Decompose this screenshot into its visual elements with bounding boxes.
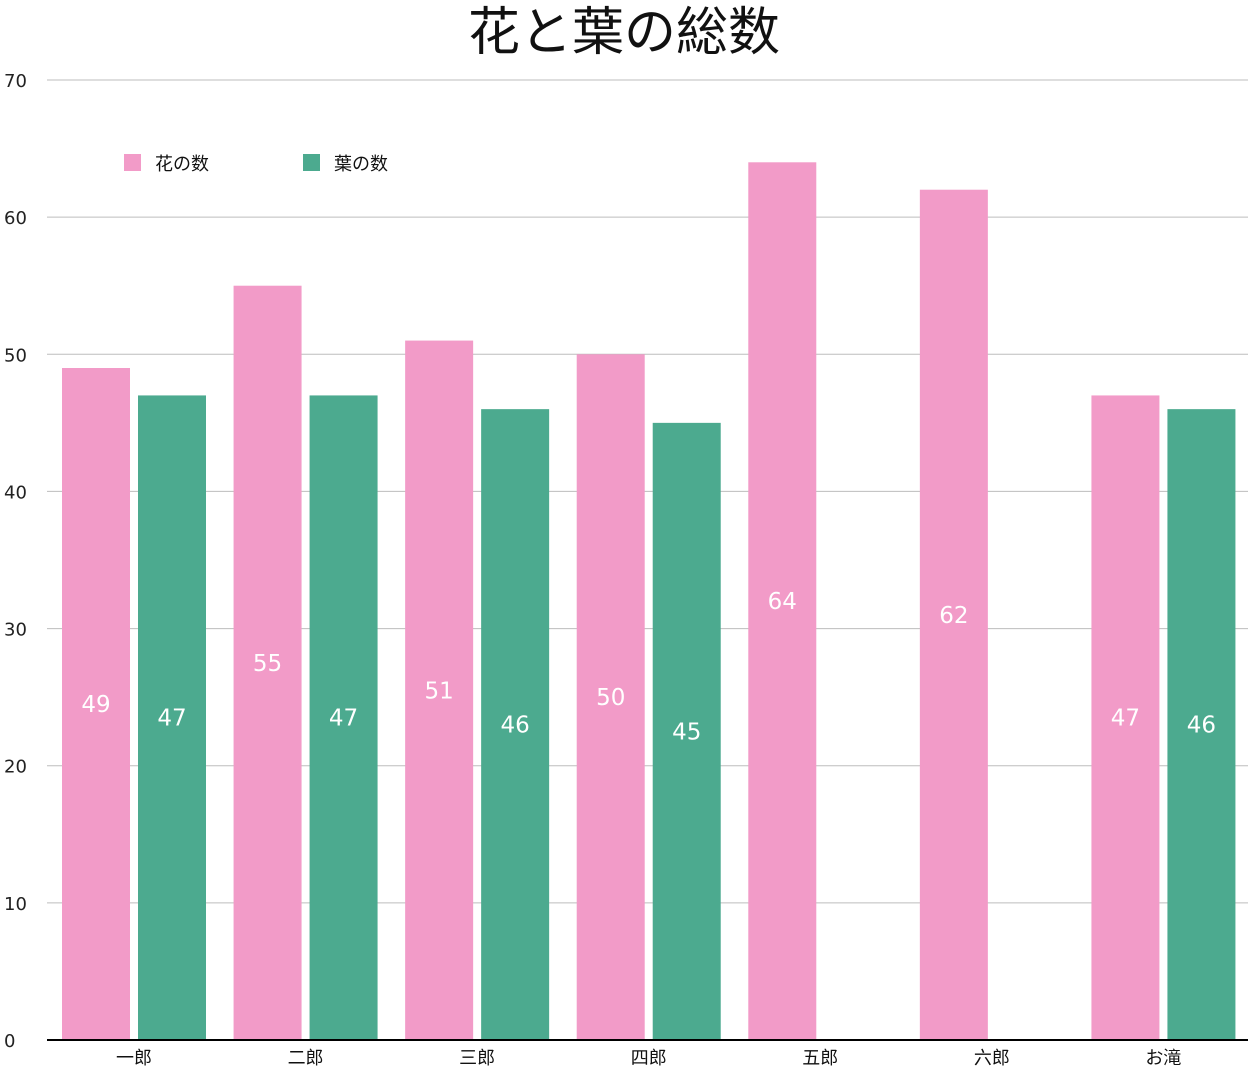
bar-leaves: [1167, 409, 1236, 1041]
bar-value-labels: 49 47 55 47 51 46 50 45 64 62 47 46: [81, 589, 1216, 745]
bar-flowers: [233, 285, 302, 1040]
y-tick-label: 0: [4, 1031, 15, 1052]
bar-value-label: 45: [672, 719, 701, 745]
bars: [62, 162, 1236, 1041]
y-tick-label: 50: [4, 345, 27, 366]
y-axis-ticks: 0 10 20 30 40 50 60 70: [4, 71, 27, 1052]
bar-leaves: [652, 422, 721, 1040]
bar-flowers: [1091, 395, 1160, 1040]
bar-leaves: [481, 409, 550, 1041]
category-label: 四郎: [631, 1048, 667, 1068]
x-axis-labels: 一郎 二郎 三郎 四郎 五郎 六郎 お滝: [116, 1048, 1181, 1068]
bar-flowers: [576, 354, 645, 1040]
category-label: 五郎: [802, 1048, 838, 1068]
legend-swatch: [303, 154, 320, 171]
gridlines: [47, 79, 1248, 904]
bar-value-label: 51: [425, 678, 454, 704]
bar-value-label: 47: [329, 706, 358, 732]
category-label: お滝: [1145, 1048, 1181, 1068]
category-label: 一郎: [116, 1048, 152, 1068]
bar-value-label: 46: [501, 713, 530, 739]
category-label: 二郎: [288, 1048, 324, 1068]
bar-value-label: 46: [1187, 713, 1216, 739]
legend: 花の数 葉の数: [124, 154, 388, 175]
bar-flowers: [919, 189, 988, 1040]
legend-label: 花の数: [155, 154, 209, 175]
y-tick-label: 10: [4, 894, 27, 915]
bar-value-label: 55: [253, 651, 282, 677]
bar-value-label: 64: [768, 589, 797, 615]
legend-swatch: [124, 154, 141, 171]
y-tick-label: 20: [4, 757, 27, 778]
bar-value-label: 47: [157, 706, 186, 732]
bar-value-label: 62: [939, 603, 968, 629]
bar-flowers: [62, 368, 130, 1040]
bar-leaves: [309, 395, 378, 1040]
bar-value-label: 47: [1111, 706, 1140, 732]
bar-leaves: [138, 395, 206, 1040]
bar-value-label: 49: [81, 692, 110, 718]
bar-value-label: 50: [596, 685, 625, 711]
y-tick-label: 70: [4, 71, 27, 92]
chart-title: 花と葉の総数: [467, 3, 780, 63]
category-label: 六郎: [974, 1048, 1010, 1068]
bar-flowers: [748, 162, 817, 1041]
legend-label: 葉の数: [334, 154, 388, 175]
bar-flowers: [405, 340, 474, 1041]
category-label: 三郎: [459, 1048, 495, 1068]
y-tick-label: 30: [4, 620, 27, 641]
y-tick-label: 40: [4, 482, 27, 503]
y-tick-label: 60: [4, 208, 27, 229]
